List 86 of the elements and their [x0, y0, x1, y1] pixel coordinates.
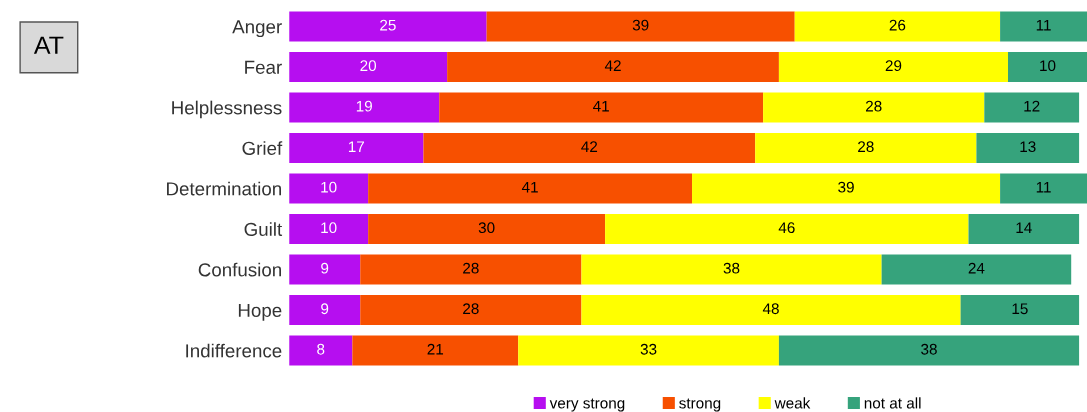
data-label: 14 [1016, 222, 1032, 233]
bar [755, 132, 977, 163]
data-label: 41 [521, 181, 538, 193]
data-label: 38 [723, 262, 740, 274]
data-label: 28 [463, 262, 479, 274]
legend-label: not at all [864, 397, 921, 409]
bar [368, 173, 693, 204]
y-tick-label: Indifference [186, 343, 282, 358]
data-label: 48 [762, 303, 779, 315]
y-tick-label: Fear [245, 60, 282, 74]
bar [360, 254, 582, 285]
bar [439, 92, 764, 123]
bar [486, 11, 795, 42]
y-tick-label: Anger [232, 20, 282, 38]
bar [1008, 51, 1087, 82]
data-label: 10 [321, 222, 337, 234]
data-label: 38 [921, 343, 937, 355]
data-label: 10 [1040, 60, 1056, 72]
bar [881, 254, 1072, 285]
legend-label: weak [774, 397, 811, 409]
bar [605, 214, 969, 244]
data-label: 42 [581, 141, 598, 152]
data-label: 33 [640, 343, 657, 355]
bar [352, 335, 519, 366]
bar [763, 92, 985, 123]
text: AT [33, 36, 64, 54]
bar [581, 254, 882, 285]
bar [289, 132, 424, 163]
bar [289, 254, 361, 285]
data-label: 11 [1036, 19, 1051, 31]
bar [778, 335, 1080, 366]
data-label: 25 [380, 19, 396, 31]
bar [289, 51, 448, 82]
bar [289, 295, 361, 326]
data-label: 20 [360, 60, 377, 72]
bar [778, 51, 1008, 82]
bar [1000, 173, 1087, 204]
bar [968, 214, 1080, 244]
legend-label: strong [679, 398, 721, 412]
data-label: 15 [1012, 303, 1028, 315]
bar [423, 132, 756, 163]
bar [289, 335, 353, 366]
data-label: 12 [1024, 100, 1040, 112]
data-label: 11 [1036, 181, 1051, 193]
data-label: 30 [478, 222, 495, 234]
data-label: 10 [321, 181, 337, 193]
data-label: 39 [838, 181, 854, 193]
data-label: 17 [348, 141, 365, 152]
y-tick-label: Grief [242, 141, 283, 155]
bar [1000, 11, 1087, 42]
y-tick-label: Guilt [244, 222, 283, 236]
bar [360, 295, 582, 326]
y-tick-label: Determination [167, 181, 281, 196]
bar [289, 11, 487, 42]
data-label: 41 [593, 100, 609, 112]
bar [289, 92, 440, 123]
bar [960, 295, 1080, 326]
bar [289, 173, 369, 204]
y-tick-label: Confusion [198, 262, 281, 277]
data-label: 46 [778, 222, 795, 234]
bar [581, 295, 961, 326]
bar [518, 335, 779, 366]
bar [794, 11, 1001, 42]
data-label: 39 [632, 19, 649, 31]
bar [447, 51, 779, 82]
data-label: 19 [356, 100, 372, 112]
data-label: 28 [463, 303, 479, 315]
data-label: 29 [885, 60, 902, 72]
bar [984, 92, 1080, 123]
data-label: 28 [858, 141, 874, 153]
data-label: 21 [427, 343, 444, 355]
data-label: 9 [321, 303, 329, 315]
bar [692, 173, 1001, 204]
data-label: 26 [889, 19, 906, 31]
data-label: 28 [865, 100, 882, 112]
data-label: 42 [604, 60, 621, 71]
y-tick-label: Hope [238, 303, 282, 321]
bar [289, 214, 369, 244]
data-label: 24 [968, 262, 985, 274]
legend-label: very strong [549, 398, 625, 412]
y-tick-label: Helplessness [172, 100, 282, 119]
bar [368, 214, 606, 244]
data-label: 9 [321, 262, 329, 274]
bar [976, 132, 1080, 163]
data-label: 8 [317, 343, 325, 355]
data-label: 13 [1020, 141, 1036, 153]
